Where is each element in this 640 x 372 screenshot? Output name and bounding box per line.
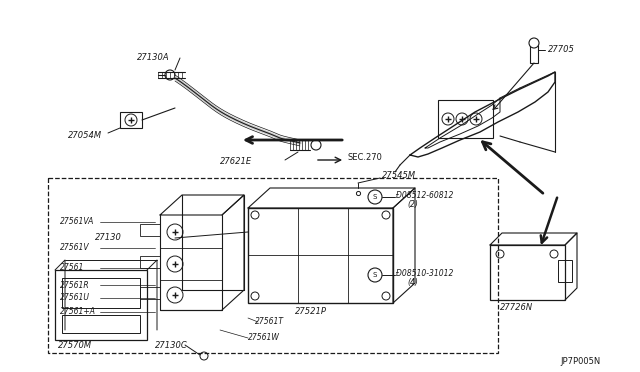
- Bar: [558, 260, 572, 282]
- Bar: [140, 256, 160, 268]
- Text: SEC.270: SEC.270: [347, 154, 382, 163]
- Text: 27726N: 27726N: [500, 304, 533, 312]
- Circle shape: [529, 38, 539, 48]
- Text: 27561R: 27561R: [60, 280, 90, 289]
- Text: 27130: 27130: [95, 232, 122, 241]
- Bar: [140, 287, 160, 299]
- Text: 27561V: 27561V: [60, 244, 90, 253]
- Text: 27561: 27561: [60, 263, 84, 273]
- Text: (2): (2): [407, 201, 418, 209]
- Text: JP7P005N: JP7P005N: [560, 357, 600, 366]
- Text: 27054M: 27054M: [68, 131, 102, 140]
- Text: 27521P: 27521P: [295, 308, 327, 317]
- Text: 27561VA: 27561VA: [60, 218, 94, 227]
- Bar: [55, 270, 147, 340]
- Text: 27621E: 27621E: [220, 157, 252, 167]
- Bar: [140, 224, 160, 236]
- Text: S: S: [373, 194, 377, 200]
- Text: 27561T: 27561T: [255, 317, 284, 327]
- Text: S: S: [373, 272, 377, 278]
- Text: 27570M: 27570M: [58, 341, 92, 350]
- Bar: [62, 278, 140, 308]
- Text: 27130A: 27130A: [137, 52, 170, 61]
- Bar: [48, 178, 498, 353]
- Text: (4): (4): [407, 279, 418, 288]
- Text: Ð08510-31012: Ð08510-31012: [396, 269, 453, 278]
- Bar: [530, 45, 538, 63]
- Text: Ð08512-60812: Ð08512-60812: [396, 190, 453, 199]
- Bar: [120, 112, 142, 128]
- Bar: [62, 315, 140, 333]
- Text: 27130C: 27130C: [155, 340, 188, 350]
- Text: 27561+A: 27561+A: [60, 308, 96, 317]
- Bar: [438, 100, 493, 138]
- Text: 27561W: 27561W: [248, 334, 280, 343]
- Text: 27705: 27705: [548, 45, 575, 55]
- Text: 27561U: 27561U: [60, 294, 90, 302]
- Text: 27545M: 27545M: [382, 171, 416, 180]
- Bar: [490, 245, 565, 300]
- Bar: [248, 208, 393, 303]
